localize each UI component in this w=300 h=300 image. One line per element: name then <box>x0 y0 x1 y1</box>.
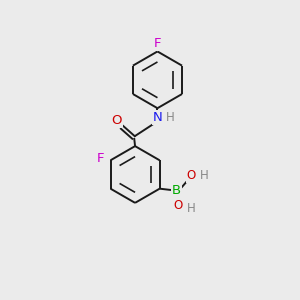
Text: O: O <box>111 114 122 127</box>
Text: B: B <box>172 184 181 197</box>
Text: H: H <box>166 111 174 124</box>
Text: N: N <box>153 111 162 124</box>
Text: H: H <box>200 169 209 182</box>
Text: O: O <box>187 169 196 182</box>
Text: F: F <box>154 37 161 50</box>
Text: F: F <box>96 152 104 165</box>
Text: O: O <box>173 199 183 212</box>
Text: H: H <box>187 202 196 215</box>
